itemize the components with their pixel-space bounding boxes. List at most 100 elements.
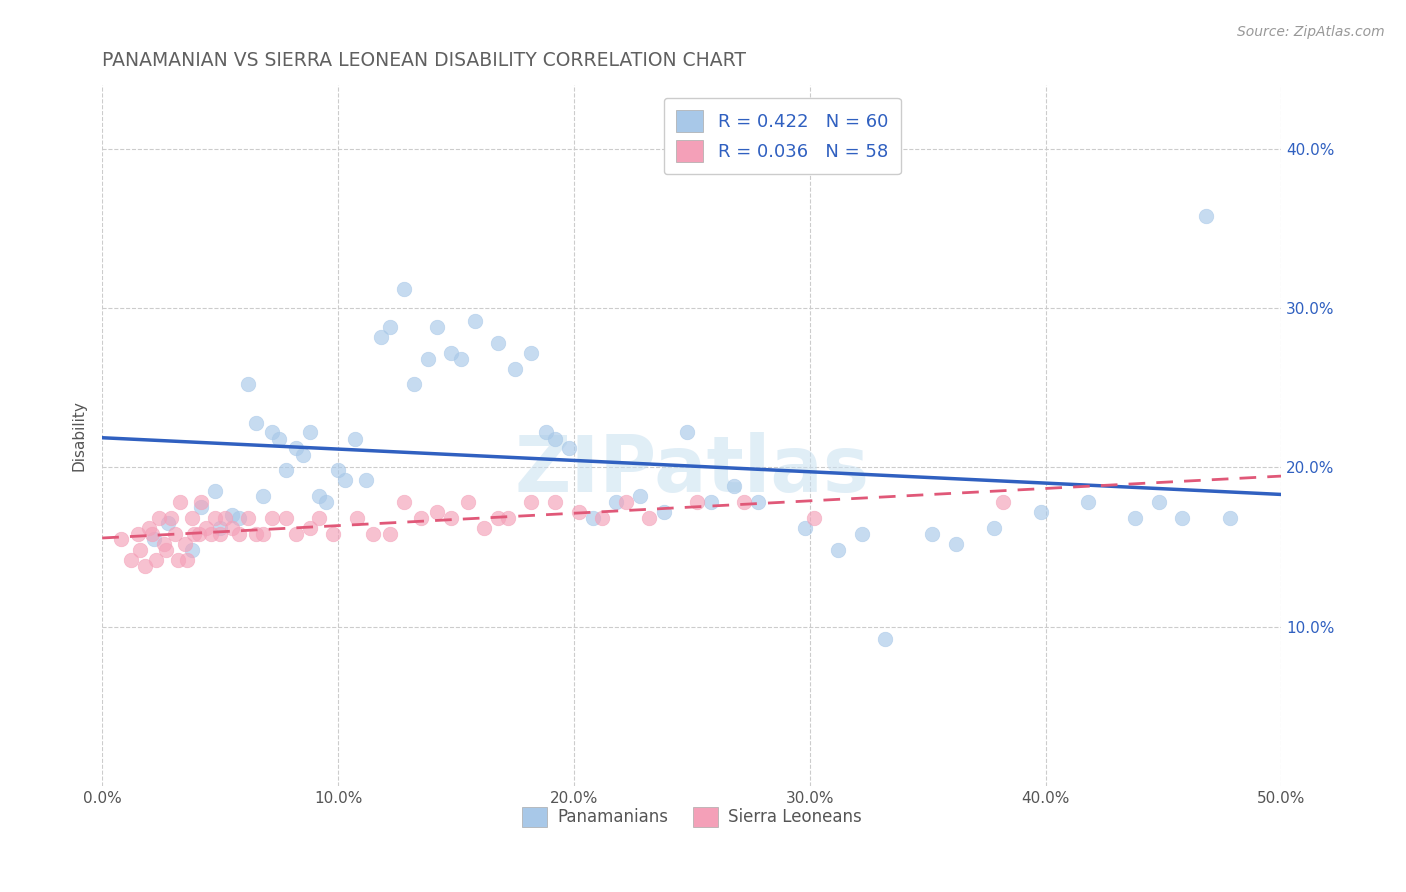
Point (165, 527, 187, 541)
Point (733, 495, 755, 509)
Point (298, 425, 321, 440)
Point (628, 489, 651, 503)
Point (260, 425, 283, 440)
Point (298, 521, 321, 535)
Point (426, 505, 449, 519)
Point (180, 511, 202, 525)
Point (450, 351, 472, 366)
Point (464, 314, 486, 328)
Point (143, 532, 166, 546)
Point (152, 537, 174, 551)
Point (166, 552, 188, 566)
Point (991, 495, 1014, 509)
Point (209, 521, 232, 535)
Point (308, 489, 330, 503)
Point (472, 521, 495, 535)
Point (204, 511, 226, 525)
Point (723, 479, 745, 493)
Point (284, 441, 307, 455)
Point (267, 432, 290, 446)
Point (440, 511, 463, 525)
Point (134, 559, 156, 574)
Point (370, 329, 392, 343)
Point (1077, 495, 1099, 509)
Point (228, 511, 250, 525)
Point (238, 377, 260, 392)
Text: ZIPatlas: ZIPatlas (515, 433, 869, 508)
Point (322, 527, 344, 541)
Point (945, 537, 967, 551)
Point (200, 527, 222, 541)
Point (652, 505, 675, 519)
Point (252, 527, 274, 541)
Point (544, 495, 567, 509)
Point (486, 336, 509, 351)
Point (440, 345, 463, 359)
Point (582, 511, 605, 525)
Point (1218, 511, 1240, 525)
Point (676, 425, 699, 440)
Point (392, 495, 415, 509)
Point (747, 495, 769, 509)
Point (520, 345, 543, 359)
Point (209, 527, 232, 541)
Point (409, 511, 432, 525)
Text: PANAMANIAN VS SIERRA LEONEAN DISABILITY CORRELATION CHART: PANAMANIAN VS SIERRA LEONEAN DISABILITY … (103, 51, 747, 70)
Text: Source: ZipAtlas.com: Source: ZipAtlas.com (1237, 25, 1385, 39)
Point (145, 552, 167, 566)
Point (638, 511, 661, 525)
Point (138, 521, 160, 535)
Point (129, 543, 152, 558)
Point (356, 473, 378, 487)
Point (284, 527, 307, 541)
Point (291, 448, 314, 462)
Point (1029, 505, 1052, 519)
Point (363, 527, 385, 541)
Point (544, 432, 567, 446)
Point (875, 632, 897, 647)
Point (195, 521, 218, 535)
Point (534, 425, 557, 440)
Point (276, 511, 298, 525)
Point (204, 484, 226, 499)
Point (221, 521, 243, 535)
Point (402, 377, 425, 392)
Point (120, 552, 142, 566)
Point (1171, 511, 1194, 525)
Point (176, 552, 198, 566)
Point (378, 527, 401, 541)
Point (520, 495, 543, 509)
Point (326, 463, 349, 477)
Point (1147, 495, 1170, 509)
Point (851, 527, 873, 541)
Point (392, 282, 415, 296)
Y-axis label: Disability: Disability (72, 400, 86, 471)
Point (568, 505, 591, 519)
Point (685, 495, 707, 509)
Point (1195, 209, 1218, 223)
Point (794, 521, 817, 535)
Point (276, 463, 298, 477)
Point (457, 495, 479, 509)
Point (699, 495, 721, 509)
Point (238, 511, 260, 525)
Point (228, 527, 250, 541)
Point (155, 543, 177, 558)
Point (558, 441, 581, 455)
Point (157, 516, 180, 530)
Point (346, 511, 368, 525)
Point (605, 495, 627, 509)
Point (169, 495, 191, 509)
Point (187, 527, 209, 541)
Point (260, 511, 283, 525)
Point (110, 532, 132, 546)
Point (315, 495, 337, 509)
Point (426, 320, 449, 334)
Point (183, 527, 205, 541)
Point (245, 527, 267, 541)
Point (1123, 511, 1146, 525)
Point (214, 511, 236, 525)
Point (614, 495, 637, 509)
Point (591, 511, 613, 525)
Point (252, 489, 274, 503)
